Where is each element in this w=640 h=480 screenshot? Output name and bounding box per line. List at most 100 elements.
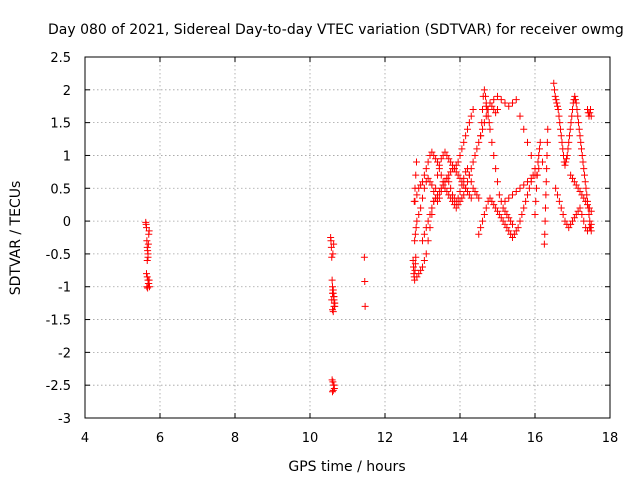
data-point xyxy=(524,191,531,199)
data-point xyxy=(330,240,338,248)
data-point xyxy=(410,263,417,271)
data-point xyxy=(411,237,419,245)
data-point xyxy=(534,158,542,166)
data-point xyxy=(587,220,595,228)
x-tick-label: 12 xyxy=(377,431,394,446)
data-point xyxy=(454,158,462,166)
data-point xyxy=(580,217,588,225)
data-point xyxy=(412,171,420,179)
data-point xyxy=(495,191,503,199)
data-point xyxy=(492,109,500,117)
x-tick-label: 8 xyxy=(231,431,239,446)
data-point xyxy=(486,99,494,107)
data-point xyxy=(430,151,438,159)
data-point xyxy=(413,191,421,199)
data-point xyxy=(576,204,584,212)
data-point xyxy=(412,224,420,232)
data-point xyxy=(587,106,594,114)
data-point xyxy=(505,194,513,202)
data-point xyxy=(568,112,576,120)
data-point xyxy=(467,165,475,173)
data-point xyxy=(443,188,451,196)
data-point xyxy=(585,224,593,232)
data-point xyxy=(328,276,336,284)
data-point xyxy=(417,204,425,212)
data-point xyxy=(543,165,551,173)
data-point xyxy=(469,184,477,192)
data-point xyxy=(486,125,494,133)
y-tick-label: -3 xyxy=(58,412,71,427)
data-point xyxy=(471,151,479,159)
data-point xyxy=(456,188,464,196)
data-point xyxy=(473,191,481,199)
data-point xyxy=(527,174,535,182)
data-point xyxy=(415,211,423,219)
data-point xyxy=(144,284,152,292)
data-point xyxy=(413,158,420,166)
data-point xyxy=(449,197,456,205)
data-point xyxy=(490,201,498,209)
data-point xyxy=(501,220,509,228)
data-point xyxy=(542,191,550,199)
data-point xyxy=(430,197,438,205)
data-point xyxy=(482,204,490,212)
data-point xyxy=(494,92,501,100)
data-point xyxy=(492,165,500,173)
data-point xyxy=(447,194,455,202)
data-point xyxy=(361,302,369,310)
data-point xyxy=(541,230,549,238)
data-point xyxy=(328,376,336,384)
data-point xyxy=(482,102,490,110)
data-point xyxy=(574,207,582,215)
data-point xyxy=(482,92,489,100)
data-point xyxy=(452,168,460,176)
data-point xyxy=(437,171,445,179)
x-tick-label: 18 xyxy=(602,431,619,446)
data-point xyxy=(428,204,436,212)
data-point xyxy=(578,191,586,199)
data-point xyxy=(447,158,455,166)
data-point xyxy=(497,214,505,222)
data-point xyxy=(494,207,501,215)
data-point xyxy=(561,161,569,169)
data-point xyxy=(424,158,432,166)
data-point xyxy=(542,204,549,212)
data-point xyxy=(492,204,500,212)
data-points xyxy=(142,79,595,396)
data-point xyxy=(541,217,549,225)
data-point xyxy=(516,112,524,120)
data-point xyxy=(535,165,543,173)
data-point xyxy=(460,181,468,189)
data-point xyxy=(501,207,509,215)
data-point xyxy=(531,211,539,219)
data-point xyxy=(516,184,524,192)
data-point xyxy=(473,145,481,153)
y-tick-label: 1.5 xyxy=(50,117,71,132)
data-point xyxy=(582,184,590,192)
data-point xyxy=(580,194,588,202)
data-point xyxy=(573,106,581,114)
data-point xyxy=(510,230,518,238)
data-point xyxy=(567,171,575,179)
data-point xyxy=(330,381,338,389)
data-point xyxy=(578,145,585,153)
axis-ticks xyxy=(84,56,611,419)
data-point xyxy=(456,174,464,182)
data-point xyxy=(578,151,586,159)
data-point xyxy=(422,224,430,232)
data-point xyxy=(543,151,551,159)
data-point xyxy=(556,119,564,127)
data-point xyxy=(584,201,591,209)
data-point xyxy=(411,260,419,268)
data-point xyxy=(570,214,578,222)
data-point xyxy=(424,217,432,225)
data-point xyxy=(584,227,591,235)
data-point xyxy=(419,237,426,245)
data-point xyxy=(565,138,573,146)
data-point xyxy=(456,197,464,205)
data-point xyxy=(469,158,477,166)
data-point xyxy=(536,138,544,146)
data-point xyxy=(524,138,531,146)
data-point xyxy=(329,289,336,297)
data-point xyxy=(501,99,509,107)
